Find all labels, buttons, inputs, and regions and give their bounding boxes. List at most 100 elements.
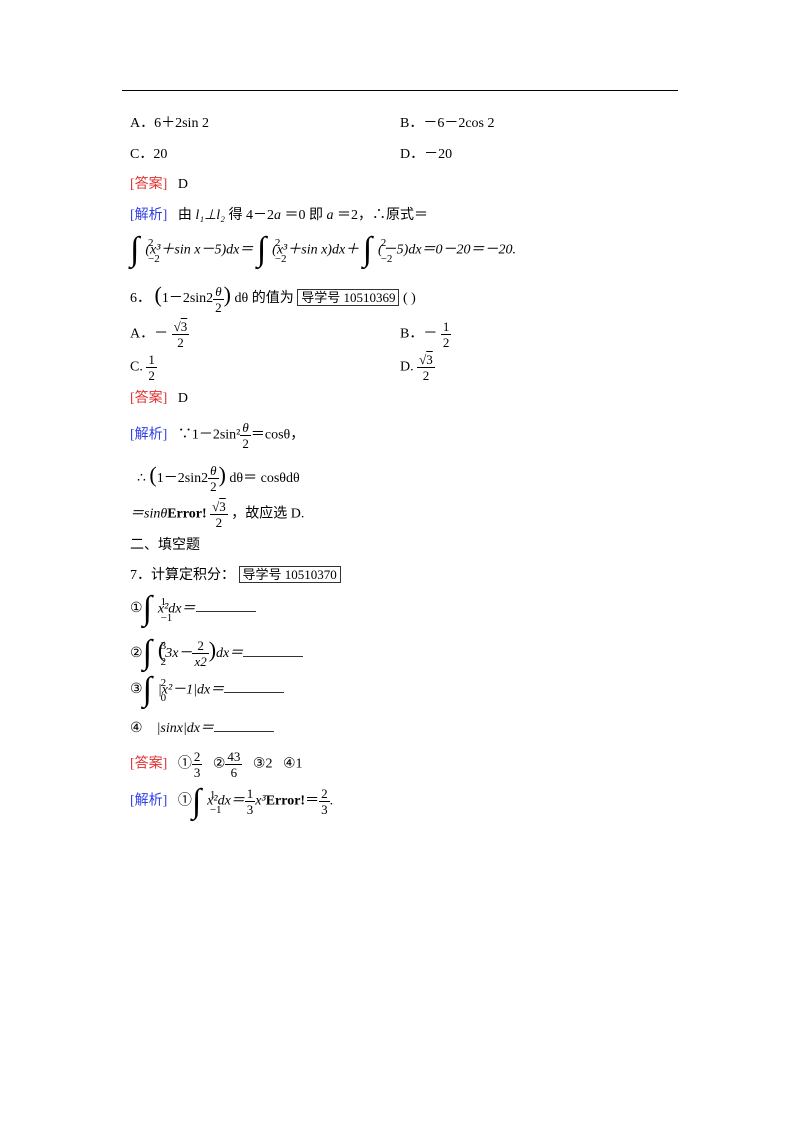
integral-icon: ∫2−2 xyxy=(257,237,272,264)
theta-half: θ2 xyxy=(213,285,224,314)
q5-analysis-line: [解析] 由 l₁⊥l₂ 得 4－2a ＝0 即 a ＝2，∴原式＝ xyxy=(130,203,670,230)
study-id-box: 导学号 10510370 xyxy=(239,566,341,583)
dtheta: dθ＝ cosθdθ xyxy=(229,471,299,486)
q6-optA: A．－ √32 xyxy=(130,320,400,349)
integral-icon: ∫32 xyxy=(143,640,158,667)
analysis-label: [解析] xyxy=(130,428,167,443)
txt: ＝0 即 xyxy=(285,208,327,223)
a2a: ② xyxy=(213,757,226,772)
rparen-icon: ) xyxy=(224,282,231,307)
a4: ④1 xyxy=(283,757,303,772)
l1l2: l₁⊥l₂ xyxy=(195,208,225,223)
circled-4: ④ xyxy=(130,716,143,743)
answer-val: D xyxy=(178,391,188,406)
intA: (x³＋sin x－5)dx＝ xyxy=(145,243,253,258)
q5-optB: B．－6－2cos 2 xyxy=(400,111,670,138)
blank xyxy=(214,717,274,732)
final1: ＝sinθ xyxy=(130,506,167,521)
q6-row1: A．－ √32 B．－ 12 xyxy=(130,320,670,349)
inner: 1－2sin2 xyxy=(157,471,208,486)
frac: 23 xyxy=(192,750,203,779)
blank xyxy=(224,678,284,693)
q5-options-row1: A．6＋2sin 2 B．－6－2cos 2 xyxy=(130,111,670,138)
frac: 436 xyxy=(225,750,242,779)
a: a xyxy=(327,208,334,223)
rparen-icon: ) xyxy=(219,462,226,487)
circled-2: ② xyxy=(130,641,143,668)
therefore: ∴ xyxy=(137,471,146,486)
s1e: . xyxy=(330,794,334,809)
in1: 3x－ xyxy=(165,646,192,661)
q6-stem: 6． (1－2sin2θ2) dθ 的值为 导学号 10510369 ( ) xyxy=(130,274,670,316)
answer-label: [答案] xyxy=(130,177,167,192)
frac: 2x2 xyxy=(192,639,208,668)
s1c: x³ xyxy=(255,794,265,809)
integral-icon: ∫1−1 xyxy=(143,596,158,623)
q7-stem: 7．计算定积分： 导学号 10510370 xyxy=(130,563,670,590)
circled-1: ① xyxy=(130,596,143,623)
after: dθ 的值为 xyxy=(235,291,294,306)
intC: (－5)dx＝0－20＝－20. xyxy=(378,243,516,258)
a1a: ① xyxy=(178,757,192,772)
final2: ，故应选 D. xyxy=(231,506,304,521)
q7-2: ②∫32(3x－2x2)dx＝ xyxy=(130,629,670,671)
a: a xyxy=(274,208,281,223)
q7-label: 7．计算定积分： xyxy=(130,568,235,583)
q6-step1: [解析] ∵1－2sin²θ2＝cosθ， xyxy=(130,421,670,450)
q7-4: ④ |sinx|dx＝ xyxy=(130,716,670,743)
q5-optC: C．20 xyxy=(130,142,400,169)
theta-half: θ2 xyxy=(240,421,251,450)
s1b: ＝cosθ， xyxy=(251,428,304,443)
body: |sinx|dx＝ xyxy=(157,721,214,736)
tail: dx＝ xyxy=(216,646,243,661)
answer-val: D xyxy=(178,177,188,192)
frac: 13 xyxy=(245,787,256,816)
txt: 由 xyxy=(178,208,196,223)
q7-1: ①∫1−1x²dx＝ xyxy=(130,596,670,623)
analysis-label: [解析] xyxy=(130,208,167,223)
section-2: 二、填空题 xyxy=(130,533,670,560)
inner: 1－2sin2 xyxy=(162,291,213,306)
integral-icon: ∫1−1 xyxy=(192,789,207,816)
q6-final: ＝sinθError! √32 ，故应选 D. xyxy=(130,500,670,529)
page-rule xyxy=(122,90,678,91)
a3: ③2 xyxy=(253,757,273,772)
answer-label: [答案] xyxy=(130,391,167,406)
q6-optD: D. √32 xyxy=(400,353,670,382)
lparen-icon: ( xyxy=(155,282,162,307)
blank xyxy=(196,597,256,612)
integral-icon: ∫2−2 xyxy=(363,237,378,264)
answer-label: [答案] xyxy=(130,757,167,772)
q5-optA: A．6＋2sin 2 xyxy=(130,111,400,138)
q6-label: 6． xyxy=(130,291,151,306)
q5-answer: [答案] D xyxy=(130,172,670,199)
s1a: ∵1－2sin² xyxy=(178,428,241,443)
q6-answer: [答案] D xyxy=(130,386,670,413)
q6-optC: C. 12 xyxy=(130,353,400,382)
analysis-label: [解析] xyxy=(130,794,167,809)
blank xyxy=(243,642,303,657)
integral-icon: ∫20 xyxy=(143,677,158,704)
q5-optD: D．－20 xyxy=(400,142,670,169)
theta-half: θ2 xyxy=(208,464,219,493)
txt: ＝2，∴原式＝ xyxy=(337,208,428,223)
s1d: ＝ xyxy=(305,794,319,809)
rparen-icon: ) xyxy=(209,637,216,662)
q7-analysis: [解析] ①∫1−1x²dx＝13x³Error!＝23. xyxy=(130,787,670,816)
body: |x²－1|dx＝ xyxy=(158,682,224,697)
q6-row2: C. 12 D. √32 xyxy=(130,353,670,382)
q5-integral-line: ∫2−2 (x³＋sin x－5)dx＝ ∫2−2 (x³＋sin x)dx＋ … xyxy=(130,237,670,264)
error-bold: Error! xyxy=(167,506,206,521)
study-id-box: 导学号 10510369 xyxy=(297,289,399,306)
paren: ( ) xyxy=(403,291,416,306)
s1a: ① xyxy=(178,794,192,809)
q7-3: ③∫20|x²－1|dx＝ xyxy=(130,677,670,704)
q6-optB: B．－ 12 xyxy=(400,320,670,349)
q5-options-row2: C．20 D．－20 xyxy=(130,142,670,169)
circled-3: ③ xyxy=(130,677,143,704)
integral-icon: ∫2−2 xyxy=(130,237,145,264)
frac: 23 xyxy=(319,787,330,816)
error-bold: Error! xyxy=(266,794,305,809)
lparen-icon: ( xyxy=(149,462,156,487)
q6-step2: ∴ (1－2sin2θ2) dθ＝ cosθdθ xyxy=(130,454,670,496)
